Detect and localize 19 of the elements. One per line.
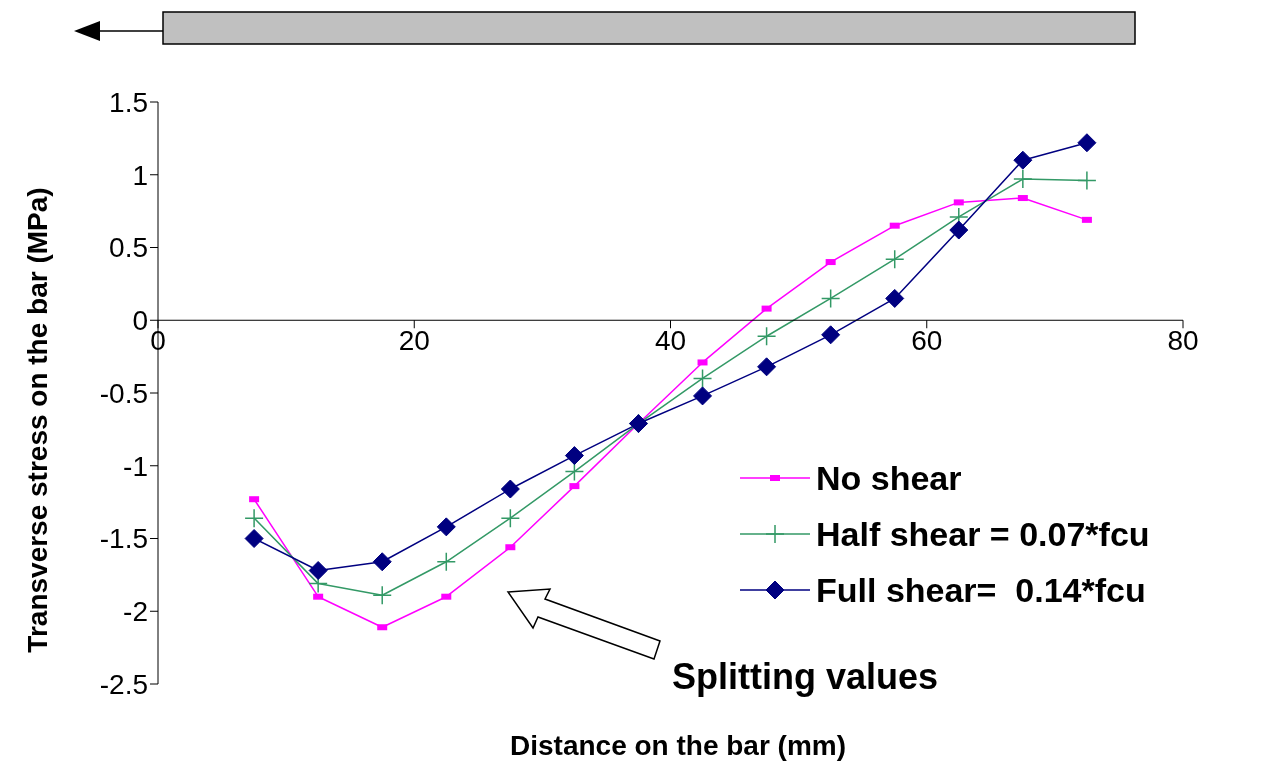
x-tick-label: 80 bbox=[1167, 325, 1199, 357]
legend-label: Full shear= 0.14*fcu bbox=[816, 570, 1146, 610]
x-tick-label: 20 bbox=[398, 325, 430, 357]
y-tick-label: 0 bbox=[132, 305, 148, 337]
y-tick-label: -1 bbox=[123, 450, 148, 482]
x-axis-title: Distance on the bar (mm) bbox=[510, 730, 847, 762]
y-tick-label: -2 bbox=[123, 596, 148, 628]
y-tick-label: -0.5 bbox=[99, 377, 148, 409]
annotation: Splitting values bbox=[672, 656, 939, 698]
x-tick-label: 60 bbox=[911, 325, 943, 357]
legend-label: No shear bbox=[816, 458, 962, 498]
x-tick-label: 40 bbox=[654, 325, 687, 357]
legend-label: Half shear = 0.07*fcu bbox=[816, 514, 1150, 554]
y-tick-label: -1.5 bbox=[99, 523, 148, 555]
y-tick-label: 0.5 bbox=[109, 232, 148, 264]
y-tick-label: 1 bbox=[132, 159, 148, 191]
y-tick-label: -2.5 bbox=[99, 668, 148, 700]
y-tick-label: 1.5 bbox=[109, 86, 148, 118]
y-axis-title: Transverse stress on the bar (MPa) bbox=[22, 187, 54, 653]
